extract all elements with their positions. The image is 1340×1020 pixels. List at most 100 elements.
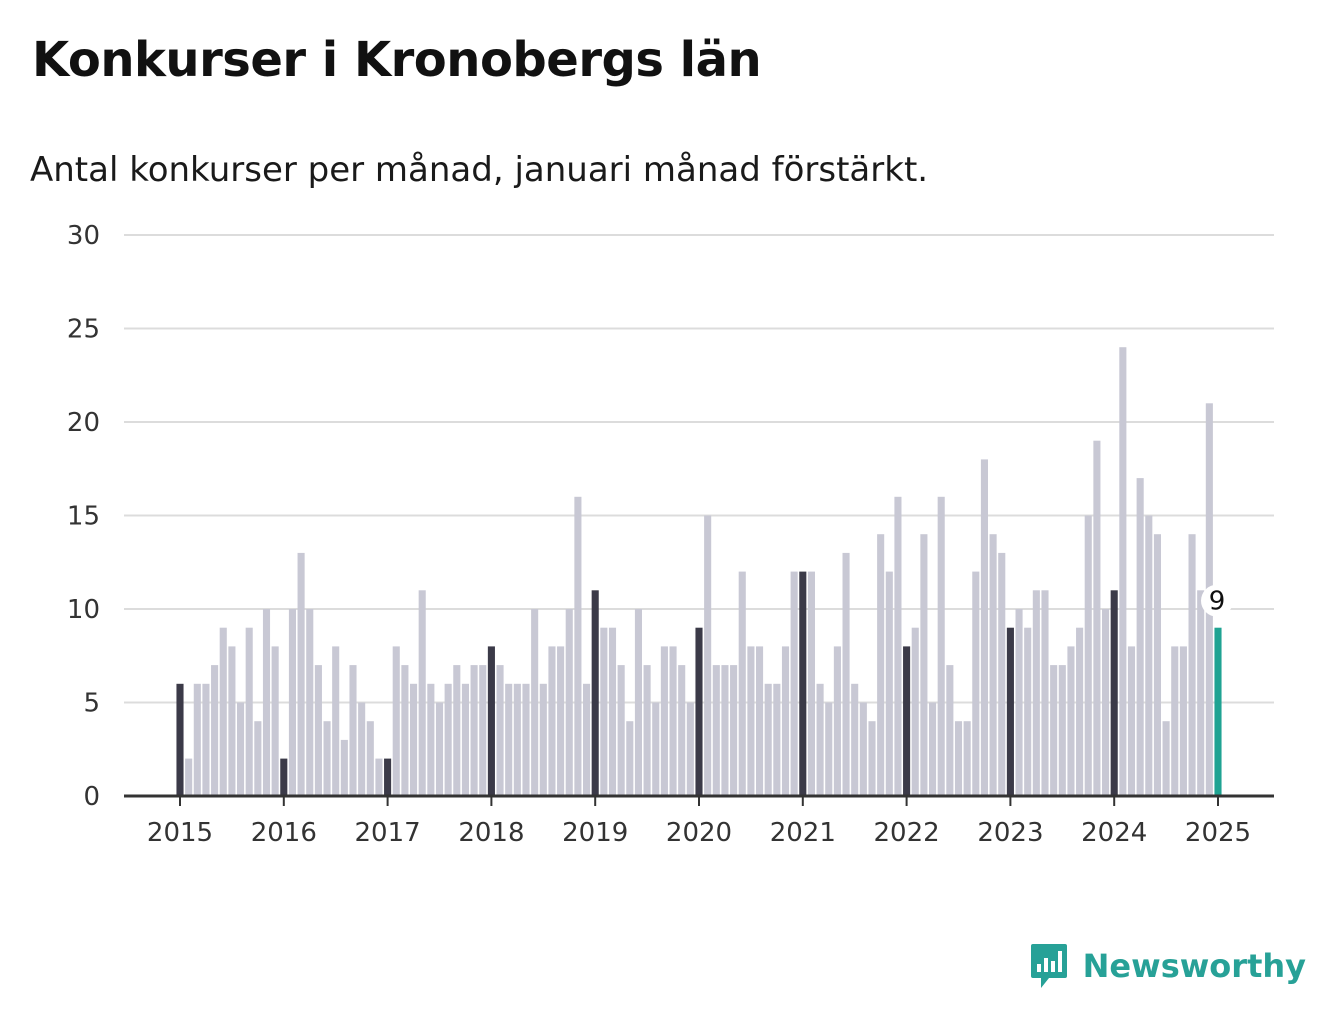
bar [358,702,366,796]
x-tick-label: 2018 [458,818,524,848]
bar [807,571,815,796]
y-tick-label: 5 [83,689,100,719]
bar [539,683,547,796]
bar [954,721,963,796]
x-tick-label: 2020 [666,818,732,848]
y-tick-label: 0 [83,782,100,812]
bars [176,347,1222,796]
bar [306,609,314,796]
bar [453,665,461,796]
bar-january [1110,590,1118,796]
bar [972,571,980,796]
bar [660,646,668,796]
bar [219,627,227,796]
bar [730,665,738,796]
bar [1032,590,1040,796]
bar [211,665,219,796]
bar [747,646,755,796]
bar [557,646,565,796]
bar [496,665,504,796]
bar [513,683,521,796]
bar [574,496,582,796]
bar [608,627,617,796]
bar [773,683,781,796]
bar [946,665,954,796]
bar [470,665,478,796]
bar [531,609,539,796]
bar [833,646,841,796]
bar [877,534,885,796]
bar [262,609,271,796]
bar [600,627,608,796]
bar [704,515,712,796]
bar [193,683,201,796]
bar [202,683,210,796]
bar [652,702,660,796]
bar [712,665,720,796]
x-tick-label: 2025 [1185,818,1251,848]
bar [522,683,530,796]
bar-january [799,571,807,796]
bar [937,496,945,796]
chart-title: Konkurser i Kronobergs län [32,32,762,88]
bar [254,721,262,796]
y-tick-label: 25 [67,315,100,345]
bar [1119,347,1127,796]
bar [1153,534,1161,796]
x-tick-label: 2017 [355,818,421,848]
bar-january [384,758,392,796]
bar [340,739,348,796]
y-tick-label: 20 [67,408,100,438]
latest-value-label: 9 [1209,587,1226,617]
bar-chart-speech-bubble-icon [1030,944,1067,988]
bar [427,683,435,796]
bar [583,683,591,796]
x-tick-label: 2021 [770,818,836,848]
bar [271,646,279,796]
bar [738,571,746,796]
bar-january [591,590,599,796]
x-tick-label: 2024 [1081,818,1147,848]
bar [1179,646,1187,796]
bar [505,683,513,796]
bar [989,534,997,796]
x-tick-label: 2016 [251,818,317,848]
bar [548,646,556,796]
chart-subtitle: Antal konkurser per månad, januari månad… [30,150,929,190]
bar [929,702,937,796]
bar-january [903,646,911,796]
bar [1024,627,1032,796]
bar [1102,609,1110,796]
bar [1067,646,1075,796]
bar [332,646,340,796]
bar [1136,478,1144,796]
bar [418,590,426,796]
bar [349,665,357,796]
x-tick-label: 2022 [874,818,940,848]
bar [1162,721,1170,796]
bar [1197,590,1205,796]
bar [963,721,971,796]
bar [245,627,253,796]
x-axis-ticks: 2015 2016 2017 2018 2019 2020 2021 2022 2023 2024… [147,796,1251,848]
bar [1041,590,1049,796]
bar [721,665,729,796]
bar [669,646,677,796]
bar [185,758,193,796]
bar [435,702,444,796]
bar [1145,515,1153,796]
bar-january [1006,627,1014,796]
bar [868,721,876,796]
bar [288,609,296,796]
bar [1188,534,1196,796]
bar [237,702,245,796]
bar [920,534,928,796]
bar [461,683,469,796]
bar [375,758,383,796]
bar [643,665,651,796]
bar [678,665,686,796]
bar [686,702,694,796]
bar-january [176,683,184,796]
bar [479,665,487,796]
